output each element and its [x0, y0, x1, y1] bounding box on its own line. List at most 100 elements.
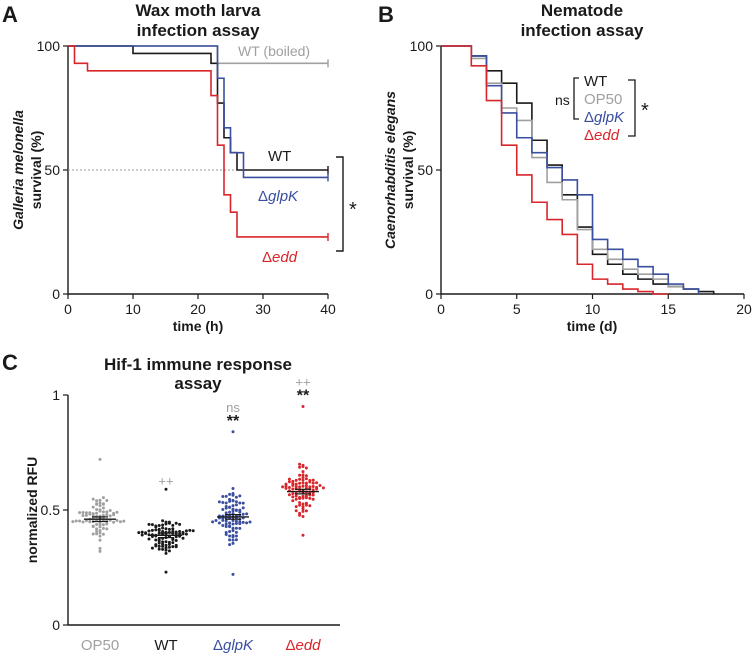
- data-point: [217, 500, 221, 504]
- data-point: [291, 492, 295, 496]
- y-tick-label: 50: [44, 162, 60, 178]
- data-point: [298, 473, 302, 477]
- y-tick-label: 100: [37, 38, 61, 54]
- data-point: [231, 491, 235, 495]
- chart-a-title-line1: Wax moth larva: [135, 1, 261, 20]
- data-point: [284, 486, 288, 490]
- data-point: [105, 522, 109, 526]
- x-tick-label: 5: [513, 301, 521, 317]
- data-point: [98, 549, 102, 553]
- data-point: [98, 534, 102, 538]
- data-point: [91, 497, 95, 501]
- data-point: [301, 463, 305, 467]
- data-point: [101, 496, 105, 500]
- panel-letter-b: B: [378, 2, 394, 27]
- data-point: [294, 482, 298, 486]
- data-point: [214, 518, 218, 522]
- data-point: [184, 529, 188, 533]
- data-point: [221, 523, 225, 527]
- chart-b-ns-bracket: [573, 77, 579, 120]
- data-point: [112, 513, 116, 517]
- data-point: [178, 532, 182, 536]
- data-point: [157, 541, 161, 545]
- data-point: [301, 509, 305, 513]
- data-point: [188, 528, 192, 532]
- data-point: [150, 546, 154, 550]
- data-point: [291, 495, 295, 499]
- data-point: [301, 484, 305, 488]
- data-point: [211, 520, 215, 524]
- data-point: [234, 538, 238, 542]
- chart-b-legend-op50: OP50: [584, 91, 622, 108]
- data-point: [228, 505, 232, 509]
- data-point: [294, 497, 298, 501]
- chart-a-axes: 0 10 20 30 40 0 50 100: [37, 38, 336, 317]
- data-point: [91, 532, 95, 536]
- chart-c-y-tick-label: 0.5: [41, 502, 61, 518]
- chart-c-y-tick-label: 0: [52, 617, 60, 633]
- chart-a-ylabel: survival (%): [28, 131, 44, 210]
- data-point: [154, 538, 158, 542]
- chart-a-label-glpk: ΔglpK: [258, 188, 299, 205]
- chart-c-group-edd: [281, 405, 325, 537]
- data-point: [91, 512, 95, 516]
- chart-a-label-boiled: WT (boiled): [238, 43, 310, 59]
- data-point: [231, 499, 235, 503]
- data-point: [234, 508, 238, 512]
- data-point: [238, 494, 242, 498]
- chart-c-title-line1: Hif-1 immune response: [104, 355, 292, 374]
- data-point: [238, 522, 242, 526]
- data-point: [238, 526, 242, 530]
- data-point: [308, 496, 312, 500]
- data-point: [98, 525, 102, 529]
- data-point: [224, 504, 228, 508]
- data-point: [291, 487, 295, 491]
- data-point: [294, 485, 298, 489]
- data-point: [304, 466, 308, 470]
- data-point: [98, 523, 102, 527]
- data-point: [147, 533, 151, 537]
- data-point: [301, 514, 305, 518]
- data-point: [101, 526, 105, 530]
- data-point: [98, 457, 102, 461]
- data-point: [231, 430, 235, 434]
- data-point: [171, 527, 175, 531]
- data-point: [231, 529, 235, 533]
- data-point: [234, 526, 238, 530]
- data-point: [161, 547, 165, 551]
- data-point: [81, 514, 85, 518]
- chart-b-xlabel: time (d): [567, 318, 618, 334]
- data-point: [301, 481, 305, 485]
- x-tick-label: 40: [320, 301, 336, 317]
- data-point: [301, 475, 305, 479]
- data-point: [178, 522, 182, 526]
- data-point: [144, 531, 148, 535]
- chart-b-ylabel-italic: Caenorhabditis elegans: [382, 91, 398, 249]
- data-point: [234, 503, 238, 507]
- chart-c-annotation-gray: ++: [158, 473, 173, 488]
- data-point: [98, 529, 102, 533]
- data-point: [91, 524, 95, 528]
- data-point: [301, 502, 305, 506]
- chart-c-category-label-glpK: ΔglpK: [213, 637, 254, 654]
- chart-a-significance-star: *: [349, 199, 357, 221]
- data-point: [298, 501, 302, 505]
- data-point: [231, 541, 235, 545]
- data-point: [108, 514, 112, 518]
- data-point: [95, 527, 99, 531]
- data-point: [157, 539, 161, 543]
- data-point: [95, 499, 99, 503]
- chart-b-significance-bracket: [628, 79, 636, 137]
- data-point: [231, 487, 235, 491]
- data-point: [304, 496, 308, 500]
- x-tick-label: 10: [125, 301, 141, 317]
- data-point: [234, 534, 238, 538]
- data-point: [315, 481, 319, 485]
- x-tick-label: 10: [585, 301, 601, 317]
- data-point: [238, 510, 242, 514]
- chart-b-ylabel: survival (%): [400, 131, 416, 210]
- data-point: [101, 513, 105, 517]
- x-tick-label: 0: [64, 301, 72, 317]
- panel-letter-a: A: [2, 2, 18, 27]
